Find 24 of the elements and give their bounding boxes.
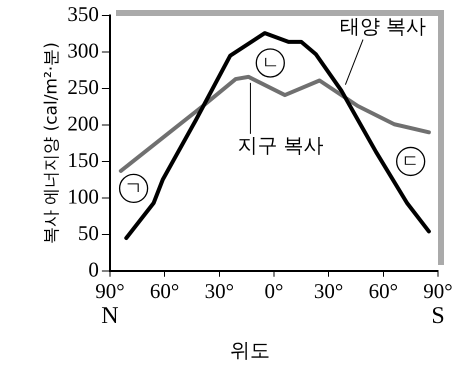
y-tick-label: 200	[67, 111, 99, 136]
x-tick-label: 60°	[368, 278, 398, 303]
text: N	[101, 303, 119, 330]
annotation: ㄷ	[402, 151, 420, 172]
y-tick-label: 0	[88, 257, 99, 282]
x-tick-label: 0°	[264, 278, 284, 303]
series-label: 태양 복사	[340, 14, 426, 38]
y-tick-label: 300	[67, 38, 99, 63]
annotation: ㄴ	[261, 52, 280, 74]
text: S	[431, 303, 445, 330]
y-tick-label: 350	[67, 2, 99, 26]
x-tick-label: 90°	[95, 278, 125, 303]
y-tick-label: 50	[78, 220, 99, 245]
x-tick-label: 60°	[150, 278, 180, 303]
x-tick-label: 30°	[314, 278, 344, 303]
y-axis-title: 복사 에너지양 (cal/m²·분)	[42, 42, 62, 244]
y-tick-label: 150	[67, 148, 99, 172]
annotation: ㄱ	[124, 178, 143, 200]
x-tick-label: 30°	[204, 278, 234, 303]
text: 지구 복사	[237, 133, 324, 158]
y-tick-label: 250	[67, 75, 99, 100]
y-tick-label: 100	[67, 184, 99, 208]
x-tick-label: 90°	[423, 278, 453, 303]
x-axis-title: 위도	[229, 338, 271, 362]
